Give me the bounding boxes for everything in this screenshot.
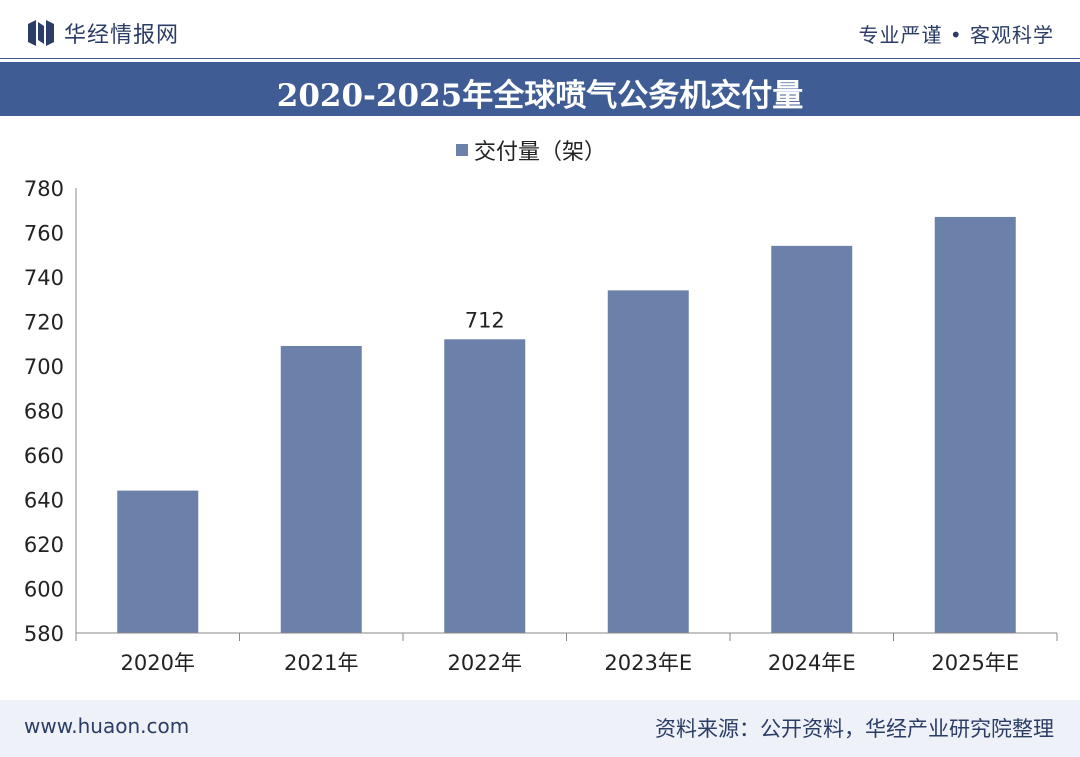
website-link[interactable]: www.huaon.com	[24, 714, 190, 738]
y-tick-label: 720	[24, 311, 64, 335]
bar	[280, 345, 362, 633]
y-tick-label: 580	[24, 622, 64, 646]
legend: 交付量（架）	[456, 134, 606, 166]
x-tick-label: 2020年	[121, 651, 195, 675]
slogan: 专业严谨 • 客观科学	[858, 23, 1054, 47]
y-axis: 780 760 740 720 700 680 660 640 620 600 580	[24, 177, 77, 646]
header-bar: 华经情报网 专业严谨 • 客观科学	[0, 0, 1080, 59]
bars	[117, 216, 1016, 634]
y-tick-label: 600	[24, 578, 64, 602]
y-tick-label: 740	[24, 266, 64, 290]
x-tick-label: 2024年E	[768, 651, 856, 675]
x-axis: 2020年 2021年 2022年 2023年E 2024年E 2025年E	[75, 632, 1058, 675]
bar	[771, 245, 853, 633]
bar	[117, 490, 199, 633]
bar	[444, 339, 526, 633]
footer-bar: www.huaon.com 资料来源：公开资料，华经产业研究院整理	[0, 700, 1080, 757]
y-tick-label: 620	[24, 533, 64, 557]
brand-name: 华经情报网	[64, 23, 180, 48]
bar	[607, 290, 689, 633]
y-tick-label: 780	[24, 177, 64, 201]
data-label: 712	[465, 308, 505, 332]
bar	[934, 216, 1016, 634]
legend-label: 交付量（架）	[474, 140, 607, 165]
x-tick-label: 2022年	[448, 651, 522, 675]
y-tick-label: 700	[24, 355, 64, 379]
chart-title: 2020-2025年全球喷气公务机交付量	[276, 78, 804, 114]
data-labels: 712	[465, 308, 505, 332]
x-tick-label: 2023年E	[604, 651, 692, 675]
y-tick-label: 760	[24, 222, 64, 246]
title-bar: 2020-2025年全球喷气公务机交付量	[0, 62, 1080, 116]
y-tick-label: 660	[24, 444, 64, 468]
y-tick-label: 640	[24, 489, 64, 513]
source-note: 资料来源：公开资料，华经产业研究院整理	[655, 717, 1054, 741]
x-tick-label: 2025年E	[931, 651, 1019, 675]
huajing-logo-icon	[28, 20, 54, 46]
x-tick-label: 2021年	[284, 651, 358, 675]
y-tick-label: 680	[24, 400, 64, 424]
legend-swatch	[456, 144, 468, 156]
